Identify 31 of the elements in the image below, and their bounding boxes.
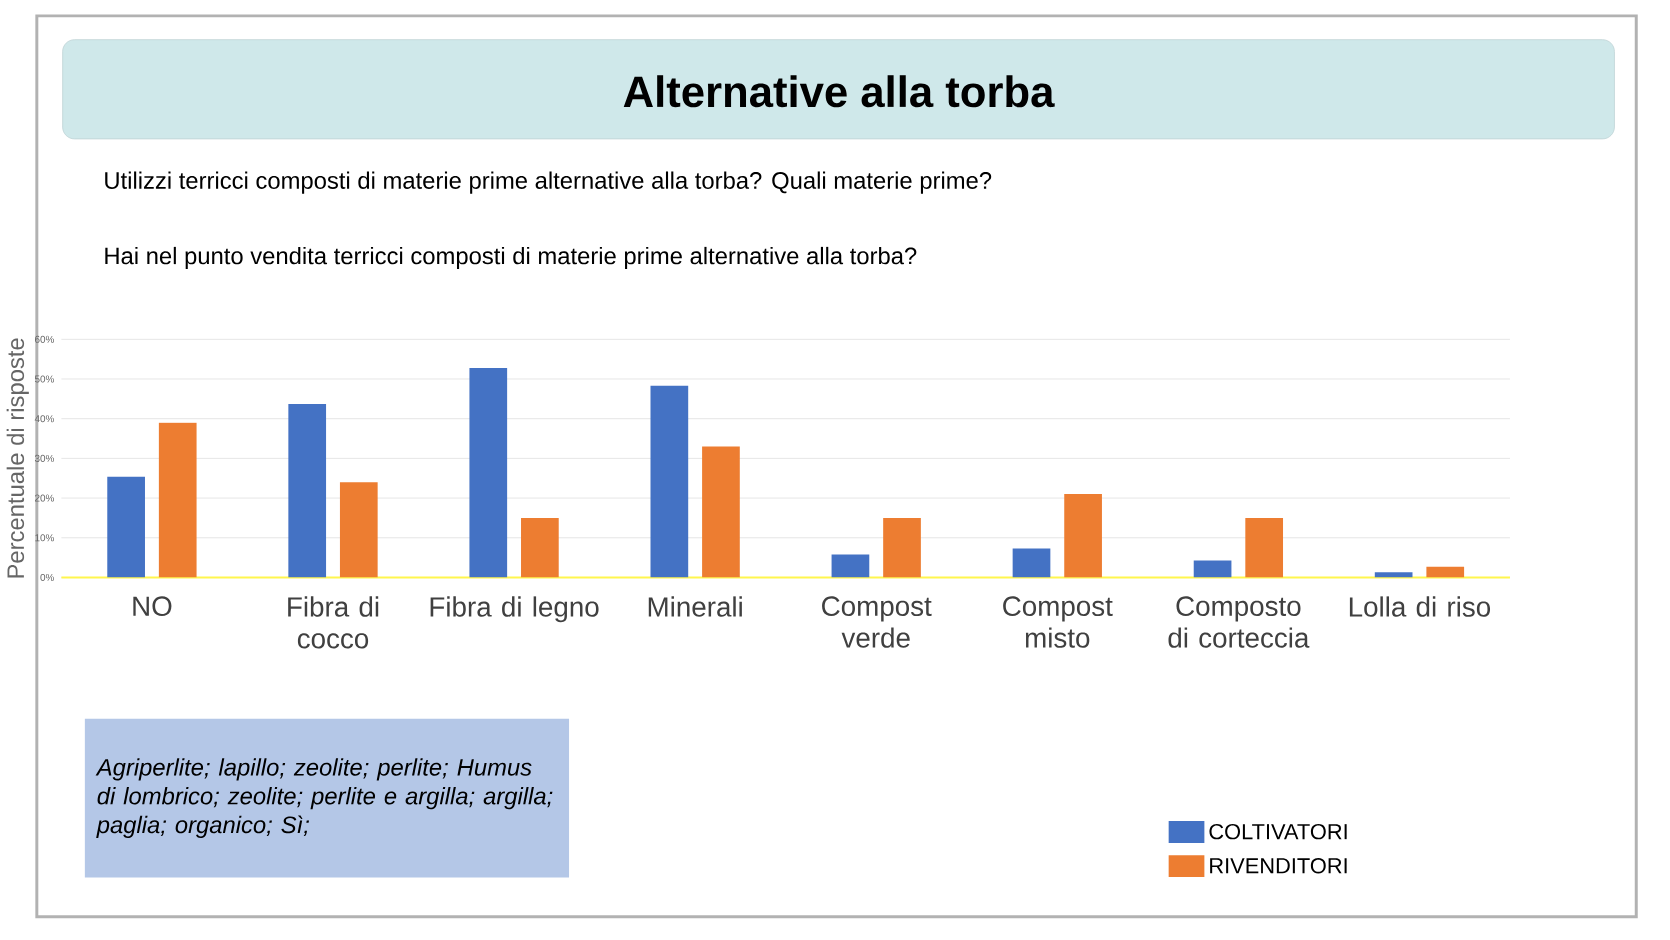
x-tick-label: Composto di corteccia (1168, 596, 1310, 648)
legend-label: COLTIVATORI (1209, 823, 1347, 840)
bar (1245, 517, 1284, 578)
y-axis-title: Percentuale di risposte (6, 338, 29, 578)
bar (1426, 566, 1465, 578)
x-tick-label: Minerali (648, 596, 742, 617)
bar (521, 517, 559, 578)
bar (1064, 493, 1102, 578)
text: Agriperlite; lapillo; zeolite; perlite; Humus di lombrico; zeolite; perlite e argilla; argilla; paglia; organico; Sì; (95, 757, 553, 838)
x-tick-label: Fibra di cocco (288, 596, 379, 649)
bar (158, 422, 197, 578)
bar (702, 446, 740, 578)
chart-title: Alternative alla torba (623, 74, 1055, 108)
chart-subtitle: Utilizzi terricci composti di materie prime alternative alla torba? Quali materie prime? (105, 171, 992, 194)
x-tick-label: Compost verde (822, 596, 932, 648)
bar (339, 481, 378, 578)
bar (288, 403, 327, 578)
bar (1012, 548, 1051, 578)
bar (469, 367, 508, 578)
bar (883, 517, 921, 578)
x-tick-label: Lolla di riso (1349, 596, 1491, 617)
bar (831, 554, 870, 578)
x-tick-label: Compost misto (1003, 596, 1113, 648)
bar (1193, 560, 1232, 578)
bar (107, 476, 145, 578)
x-tick-label: NO (133, 596, 172, 616)
legend-label: RIVENDITORI (1210, 857, 1347, 874)
x-tick-label: Fibra di legno (430, 596, 599, 622)
bar (1374, 572, 1413, 578)
bar (650, 385, 689, 578)
text: Hai nel punto vendita terricci composti di materie prime alternative alla torba? (105, 246, 917, 269)
